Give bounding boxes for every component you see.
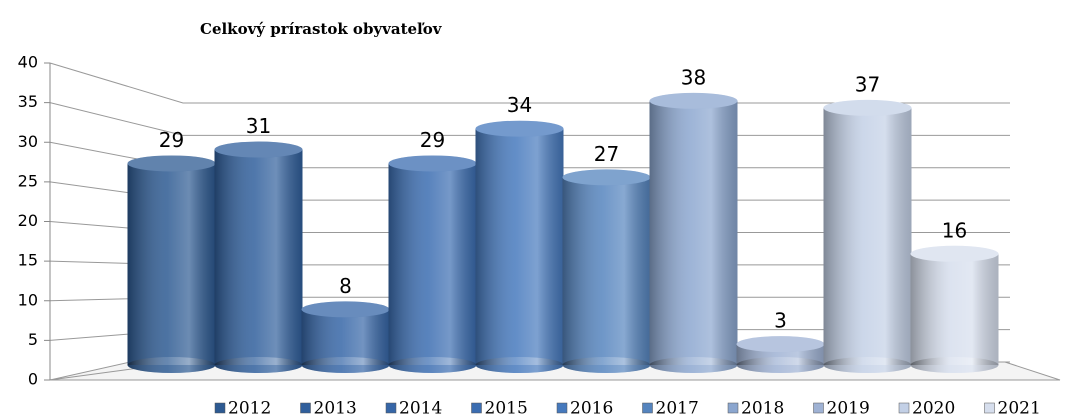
y-tick-label: 15 (18, 251, 38, 270)
legend-label: 2013 (314, 399, 357, 418)
bar (475, 120, 564, 373)
y-tick-label: 10 (18, 290, 38, 309)
data-label: 37 (855, 72, 880, 96)
bar (910, 245, 999, 373)
legend-swatch (813, 402, 824, 414)
data-label: 29 (159, 128, 184, 152)
legend-label: 2017 (656, 399, 699, 418)
legend-label: 2018 (741, 399, 784, 418)
legend-label: 2015 (485, 399, 528, 418)
legend-swatch (727, 402, 739, 414)
legend-swatch (984, 402, 995, 414)
y-tick-label: 20 (18, 211, 38, 230)
data-label: 16 (942, 218, 967, 242)
legend-label: 2020 (912, 399, 955, 418)
bar (823, 99, 912, 373)
data-label: 8 (339, 274, 352, 298)
y-tick-label: 30 (18, 132, 38, 151)
legend-swatch (642, 402, 653, 414)
bar (388, 155, 477, 373)
bar (214, 141, 303, 373)
legend-label: 2016 (570, 399, 613, 418)
bar (562, 169, 651, 373)
bar (736, 336, 825, 373)
legend-label: 2019 (827, 399, 870, 418)
legend-swatch (300, 402, 311, 414)
legend-swatch (898, 402, 910, 414)
bar (127, 155, 216, 373)
legend-label: 2014 (399, 399, 442, 418)
legend-swatch (471, 402, 482, 414)
data-label: 38 (681, 65, 706, 89)
legend-swatch (556, 402, 568, 414)
chart-title: Celkový prírastok obyvateľov (200, 20, 443, 38)
data-label: 27 (594, 142, 619, 166)
y-tick-label: 40 (18, 53, 38, 72)
y-tick-label: 35 (18, 92, 38, 111)
y-tick-label: 25 (18, 171, 38, 190)
data-label: 29 (420, 128, 445, 152)
data-label: 34 (507, 93, 532, 117)
bar (301, 301, 390, 373)
data-label: 31 (246, 114, 271, 138)
data-label: 3 (774, 309, 787, 333)
bar (649, 92, 738, 373)
legend-label: 2021 (998, 399, 1041, 418)
legend-label: 2012 (228, 399, 271, 418)
legend-swatch (214, 402, 226, 414)
legend-swatch (385, 402, 397, 414)
y-tick-label: 5 (28, 330, 38, 349)
y-tick-label: 0 (28, 370, 38, 389)
